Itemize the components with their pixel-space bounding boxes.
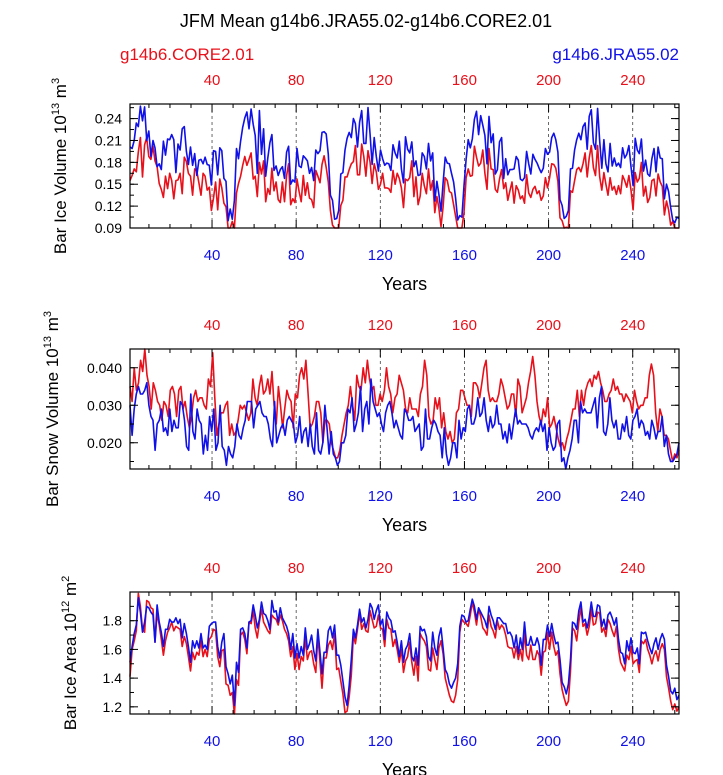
- y-tick-label: 1.8: [103, 613, 123, 629]
- y-tick-label: 0.12: [95, 198, 122, 214]
- x-tick-label-bottom: 200: [536, 488, 561, 505]
- panel-snow-volume: 40 40 80 80 120 120 160 160 200 200 240 240 0.020 0.0…: [42, 311, 680, 535]
- y-axis-title: Bar Snow Volume 1013 m3: [42, 311, 62, 507]
- x-tick-label-top: 120: [368, 560, 393, 577]
- y-tick-label: 1.2: [103, 699, 123, 715]
- x-tick-label-top: 240: [620, 560, 645, 577]
- x-tick-label-bottom: 80: [288, 733, 305, 750]
- x-tick-label-top: 200: [536, 317, 561, 334]
- y-axis-title-exponent: 13: [50, 103, 62, 115]
- x-tick-label-top: 80: [288, 72, 305, 89]
- y-tick-label: 0.24: [95, 111, 122, 127]
- x-axis-title: Years: [382, 760, 427, 775]
- x-axis-title: Years: [382, 274, 427, 294]
- x-tick-label-top: 160: [452, 560, 477, 577]
- x-tick-label-bottom: 120: [368, 488, 393, 505]
- y-axis-title-unit-exponent: 3: [50, 78, 62, 84]
- panel-ice-volume: 40 40 80 80 120 120 160 160 200 200 240 240 0.09 0.12…: [50, 72, 680, 294]
- x-tick-label-top: 200: [536, 72, 561, 89]
- series-line-core: [129, 592, 680, 715]
- legend-label-jra: g14b6.JRA55.02: [552, 45, 679, 64]
- series-line-core: [129, 348, 680, 463]
- x-axis-title: Years: [382, 515, 427, 535]
- series-line-jra: [129, 378, 680, 470]
- y-axis-title-unit: 10: [51, 115, 70, 134]
- x-tick-label-bottom: 240: [620, 488, 645, 505]
- x-tick-label-top: 40: [204, 317, 221, 334]
- x-tick-label-bottom: 160: [452, 733, 477, 750]
- y-axis-title-unit-tail: m: [43, 317, 62, 336]
- y-tick-label: 0.040: [87, 360, 122, 376]
- y-axis-title-exponent: 12: [60, 601, 72, 613]
- y-axis-title-unit-exponent: 3: [42, 311, 54, 317]
- plot-frame: [129, 103, 680, 229]
- y-axis-title-unit: 10: [61, 613, 80, 632]
- y-tick-label: 0.020: [87, 435, 122, 451]
- x-tick-label-bottom: 40: [204, 733, 221, 750]
- x-tick-label-bottom: 160: [452, 488, 477, 505]
- series-line-jra: [129, 105, 680, 224]
- y-tick-label: 0.09: [95, 220, 122, 236]
- x-tick-label-top: 80: [288, 560, 305, 577]
- x-tick-label-top: 160: [452, 317, 477, 334]
- y-axis-title-text: Bar Ice Area: [61, 632, 80, 730]
- figure-title: JFM Mean g14b6.JRA55.02-g14b6.CORE2.01: [180, 11, 552, 31]
- y-axis-title-unit-exponent: 2: [60, 576, 72, 582]
- x-tick-label-top: 240: [620, 72, 645, 89]
- plot-frame: [129, 348, 680, 470]
- legend-label-core: g14b6.CORE2.01: [120, 45, 254, 64]
- plot-frame: [129, 591, 680, 715]
- series-line-core: [129, 136, 679, 229]
- x-tick-label-bottom: 120: [368, 733, 393, 750]
- y-axis-title-text: Bar Snow Volume: [43, 367, 62, 507]
- y-tick-label: 1.4: [103, 670, 123, 686]
- y-axis-title-unit: 10: [43, 348, 62, 367]
- x-tick-label-bottom: 120: [368, 247, 393, 264]
- y-axis-title: Bar Ice Volume 1013 m3: [50, 78, 70, 254]
- y-tick-label: 0.18: [95, 154, 122, 170]
- x-tick-label-top: 240: [620, 317, 645, 334]
- x-tick-label-bottom: 40: [204, 488, 221, 505]
- y-axis-title-text: Bar Ice Volume: [51, 134, 70, 254]
- y-tick-label: 0.030: [87, 397, 122, 413]
- x-tick-label-bottom: 80: [288, 488, 305, 505]
- y-axis-title-exponent: 13: [42, 336, 54, 348]
- panel-ice-area: 40 40 80 80 120 120 160 160 200 200 240 240 1.2 1.4 1.…: [60, 560, 680, 775]
- x-tick-label-bottom: 40: [204, 247, 221, 264]
- x-tick-label-bottom: 240: [620, 733, 645, 750]
- x-tick-label-top: 120: [368, 317, 393, 334]
- x-tick-label-top: 120: [368, 72, 393, 89]
- y-axis-title-unit-tail: m: [51, 84, 70, 103]
- x-tick-label-top: 80: [288, 317, 305, 334]
- x-tick-label-top: 160: [452, 72, 477, 89]
- x-tick-label-bottom: 80: [288, 247, 305, 264]
- x-tick-label-bottom: 240: [620, 247, 645, 264]
- y-tick-label: 0.21: [95, 132, 122, 148]
- y-tick-label: 1.6: [103, 641, 123, 657]
- y-axis-title: Bar Ice Area 1012 m2: [60, 576, 80, 730]
- x-tick-label-bottom: 200: [536, 247, 561, 264]
- x-tick-label-bottom: 160: [452, 247, 477, 264]
- x-tick-label-top: 40: [204, 560, 221, 577]
- x-tick-label-bottom: 200: [536, 733, 561, 750]
- x-tick-label-top: 200: [536, 560, 561, 577]
- series-line-jra: [129, 596, 680, 707]
- x-tick-label-top: 40: [204, 72, 221, 89]
- y-axis-title-unit-tail: m: [61, 582, 80, 601]
- y-tick-label: 0.15: [95, 176, 122, 192]
